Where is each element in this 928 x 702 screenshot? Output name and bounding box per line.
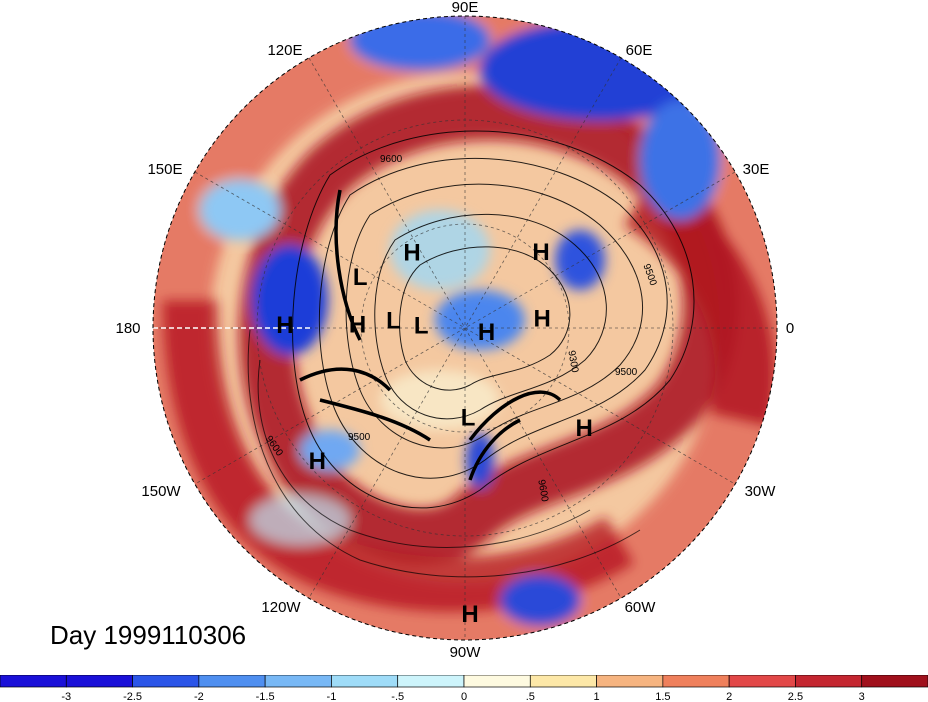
longitude-label-90e: 90E — [452, 0, 479, 16]
longitude-label-120w: 120W — [261, 599, 301, 616]
high-pressure-marker: H — [532, 239, 549, 266]
colorbar-swatch — [132, 675, 200, 688]
colorbar-label: -1 — [327, 691, 337, 702]
high-pressure-marker: H — [349, 311, 366, 338]
contour-label: 9500 — [348, 432, 371, 443]
colorbar-label: 2 — [726, 691, 732, 702]
longitude-label-60w: 60W — [625, 599, 657, 616]
colorbar-swatch — [529, 675, 597, 688]
colorbar-swatch — [331, 675, 399, 688]
colorbar-label: -2.5 — [123, 691, 142, 702]
high-pressure-marker: H — [534, 306, 551, 333]
contour-label: 9500 — [615, 367, 638, 378]
contour-label: 9300 — [565, 350, 580, 374]
colorbar-swatch — [662, 675, 730, 688]
low-pressure-marker: L — [386, 308, 401, 335]
high-pressure-marker: H — [403, 239, 420, 266]
low-pressure-marker: L — [414, 313, 429, 340]
colorbar-label: -.5 — [391, 691, 404, 702]
longitude-label-0: 0 — [786, 320, 794, 337]
low-pressure-marker: L — [353, 264, 368, 291]
high-pressure-marker: H — [309, 448, 326, 475]
colorbar-swatch — [65, 675, 133, 688]
contour-label: 9600 — [380, 154, 403, 165]
contour-label: 9600 — [535, 479, 550, 503]
colorbar-swatch — [198, 675, 266, 688]
longitude-label-60e: 60E — [626, 42, 653, 59]
longitude-label-150w: 150W — [141, 483, 181, 500]
colorbar-swatch — [861, 675, 928, 688]
longitude-label-30e: 30E — [743, 161, 770, 178]
colorbar-swatch — [728, 675, 796, 688]
colorbar-label: -2 — [194, 691, 204, 702]
longitude-label-90w: 90W — [450, 644, 482, 661]
anomaly-field: 9600 9500 9300 9500 9500 9600 9600 HLH H L… — [153, 16, 777, 640]
colorbar-label: .5 — [526, 691, 535, 702]
colorbar: -3 -2.5 -2 -1.5 -1 -.5 0 .5 1 1.5 2 2.5 3 — [0, 675, 928, 702]
longitude-label-150e: 150E — [147, 161, 182, 178]
low-pressure-marker: L — [461, 404, 476, 431]
colorbar-swatch — [463, 675, 531, 688]
colorbar-swatch — [0, 675, 67, 688]
colorbar-swatch — [264, 675, 332, 688]
high-pressure-marker: H — [478, 319, 495, 346]
high-pressure-marker: H — [576, 415, 593, 442]
longitude-label-180: 180 — [115, 320, 140, 337]
polar-stereographic-map: 9600 9500 9300 9500 9500 9600 9600 HLH H L… — [115, 0, 794, 661]
colorbar-label: 1.5 — [655, 691, 670, 702]
map-title: Day 1999110306 — [50, 620, 247, 650]
colorbar-label: -3 — [61, 691, 71, 702]
colorbar-label: 1 — [594, 691, 600, 702]
high-pressure-marker: H — [276, 312, 293, 339]
colorbar-label: 0 — [461, 691, 467, 702]
longitude-label-30w: 30W — [745, 483, 777, 500]
high-pressure-marker: H — [461, 601, 478, 628]
colorbar-label: 2.5 — [788, 691, 803, 702]
colorbar-swatch — [795, 675, 863, 688]
colorbar-swatch — [596, 675, 664, 688]
longitude-label-120e: 120E — [267, 42, 302, 59]
colorbar-label: -1.5 — [256, 691, 275, 702]
colorbar-swatch — [397, 675, 465, 688]
colorbar-label: 3 — [859, 691, 865, 702]
